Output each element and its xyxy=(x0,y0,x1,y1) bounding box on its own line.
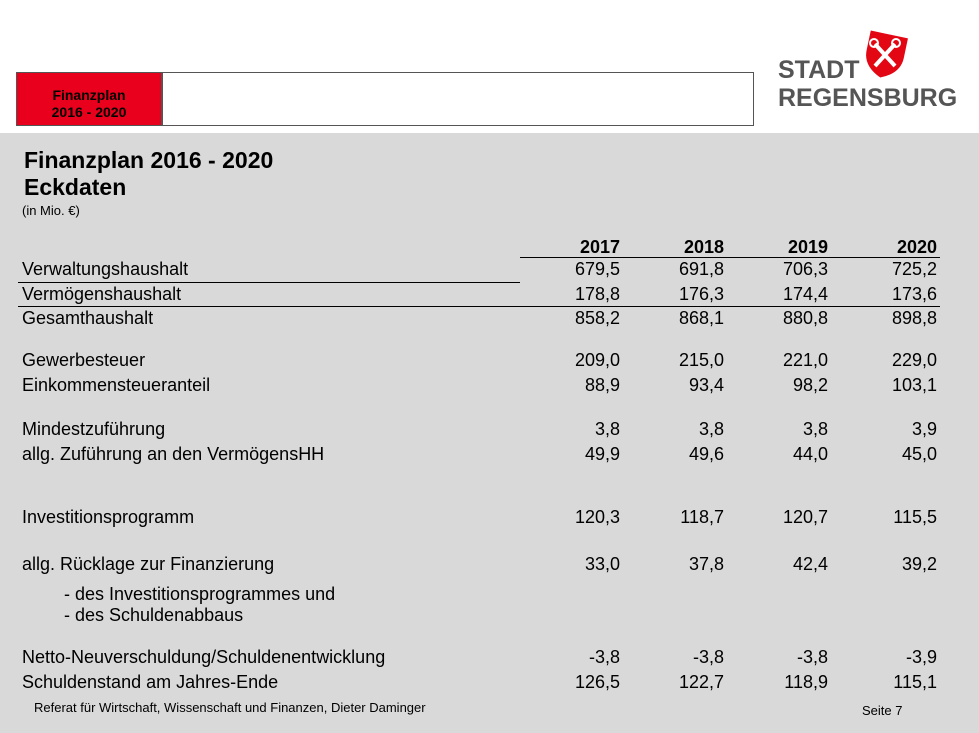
row-label: Schuldenstand am Jahres-Ende xyxy=(22,672,279,692)
cell-value: 39,2 xyxy=(901,554,937,574)
cell-value: -3,8 xyxy=(692,647,724,667)
cell-value: -3,8 xyxy=(796,647,828,667)
unit-note: (in Mio. €) xyxy=(22,203,80,218)
cell-value: 98,2 xyxy=(792,375,828,395)
section-tab: Finanzplan 2016 - 2020 xyxy=(16,72,162,126)
column-header: 2018 xyxy=(683,237,724,257)
cell-value: 118,7 xyxy=(680,507,724,527)
row-label: - des Investitionsprogrammes und xyxy=(64,584,336,604)
cell-value: 115,5 xyxy=(893,507,937,527)
cell-value: -3,9 xyxy=(905,647,937,667)
cell-value: 229,0 xyxy=(891,350,937,370)
cell-value: 725,2 xyxy=(891,259,937,279)
cell-value: 176,3 xyxy=(678,284,724,304)
row-label: Einkommensteueranteil xyxy=(22,375,211,395)
header-box xyxy=(162,72,754,126)
tab-line: 2016 - 2020 xyxy=(51,104,127,120)
logo-text: STADT xyxy=(778,56,860,84)
cell-value: 120,7 xyxy=(782,507,828,527)
cell-value: 45,0 xyxy=(901,444,937,464)
cell-value: 120,3 xyxy=(574,507,620,527)
rule xyxy=(18,282,520,283)
page-number: Seite 7 xyxy=(862,703,903,718)
cell-value: 215,0 xyxy=(678,350,724,370)
cell-value: 868,1 xyxy=(678,308,724,328)
cell-value: 3,8 xyxy=(698,419,724,439)
rule xyxy=(18,306,940,307)
logo-shield xyxy=(866,30,908,78)
logo-text: REGENSBURG xyxy=(778,84,958,112)
cell-value: 3,8 xyxy=(802,419,828,439)
cell-value: 221,0 xyxy=(782,350,828,370)
cell-value: 691,8 xyxy=(678,259,724,279)
cell-value: 126,5 xyxy=(574,672,620,692)
cell-value: 49,9 xyxy=(584,444,620,464)
cell-value: 122,7 xyxy=(678,672,724,692)
row-label: Vermögenshaushalt xyxy=(22,284,182,304)
row-label: Gesamthaushalt xyxy=(22,308,154,328)
column-header: 2017 xyxy=(579,237,620,257)
rule xyxy=(520,257,940,258)
cell-value: 898,8 xyxy=(891,308,937,328)
cell-value: 33,0 xyxy=(584,554,620,574)
cell-value: 706,3 xyxy=(782,259,828,279)
cell-value: 173,6 xyxy=(891,284,937,304)
row-label: Verwaltungshaushalt xyxy=(22,259,189,279)
cell-value: 37,8 xyxy=(688,554,724,574)
cell-value: 679,5 xyxy=(574,259,620,279)
cell-value: 44,0 xyxy=(792,444,828,464)
cell-value: 880,8 xyxy=(782,308,828,328)
cell-value: 3,9 xyxy=(911,419,937,439)
cell-value: 174,4 xyxy=(782,284,828,304)
row-label: allg. Zuführung an den VermögensHH xyxy=(22,444,325,464)
cell-value: 3,8 xyxy=(594,419,620,439)
row-label: allg. Rücklage zur Finanzierung xyxy=(22,554,275,574)
tab-line: Finanzplan xyxy=(52,87,126,103)
cell-value: 209,0 xyxy=(574,350,620,370)
cell-value: 118,9 xyxy=(784,672,828,692)
slide-title: Finanzplan 2016 - 2020 xyxy=(24,147,274,173)
column-header: 2020 xyxy=(896,237,937,257)
cell-value: 115,1 xyxy=(893,672,937,692)
footer-text: Referat für Wirtschaft, Wissenschaft und… xyxy=(34,700,426,715)
cell-value: 88,9 xyxy=(584,375,620,395)
cell-value: -3,8 xyxy=(588,647,620,667)
cell-value: 858,2 xyxy=(574,308,620,328)
row-label: Gewerbesteuer xyxy=(22,350,146,370)
row-label: - des Schuldenabbaus xyxy=(64,605,244,625)
cell-value: 42,4 xyxy=(792,554,828,574)
slide-subtitle: Eckdaten xyxy=(24,174,127,200)
content-background xyxy=(0,133,979,733)
cell-value: 103,1 xyxy=(891,375,937,395)
column-header: 2019 xyxy=(787,237,828,257)
cell-value: 49,6 xyxy=(688,444,724,464)
row-label: Mindestzuführung xyxy=(22,419,166,439)
row-label: Investitionsprogramm xyxy=(22,507,195,527)
cell-value: 93,4 xyxy=(688,375,724,395)
cell-value: 178,8 xyxy=(574,284,620,304)
row-label: Netto-Neuverschuldung/Schuldenentwicklun… xyxy=(22,647,386,667)
